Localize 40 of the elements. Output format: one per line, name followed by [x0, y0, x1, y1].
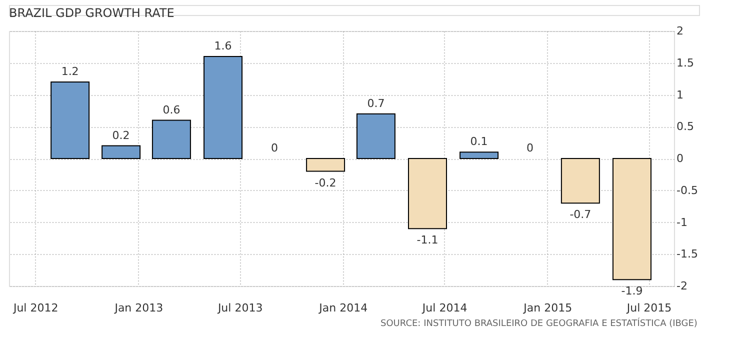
data-label: 0.6: [162, 103, 180, 116]
y-tick-label: -2: [676, 280, 688, 292]
source-note: SOURCE: INSTITUTO BRASILEIRO DE GEOGRAFIA E ESTATÍSTICA (IBGE): [380, 317, 698, 329]
bar: [356, 113, 396, 159]
bar: [560, 158, 600, 204]
bar: [306, 158, 346, 172]
x-tick-label: Jan 2014: [318, 302, 368, 314]
data-label: 0.7: [367, 96, 385, 110]
bar: [50, 82, 90, 159]
x-tick-label: Jan 2013: [114, 302, 164, 314]
x-tick-label: Jul 2015: [626, 302, 672, 314]
data-label: 1.6: [214, 40, 232, 52]
data-label: -0.2: [314, 176, 336, 190]
data-label: -1.1: [416, 234, 438, 247]
data-label: -0.7: [570, 208, 592, 222]
y-tick-label: -0.5: [676, 184, 698, 197]
data-label: 1.2: [61, 65, 79, 78]
data-label: 0: [526, 142, 534, 154]
bar: [612, 158, 652, 280]
bar: [204, 56, 243, 159]
y-tick-label: 0: [676, 152, 684, 165]
y-tick-label: 0.5: [676, 120, 694, 134]
bar: [152, 120, 191, 159]
data-label: 0: [271, 142, 278, 154]
chart-title: BRAZIL GDP GROWTH RATE: [9, 6, 174, 20]
x-tick-label: Jul 2013: [216, 302, 263, 314]
y-tick-label: -1: [676, 216, 688, 229]
y-tick-label: -1.5: [676, 248, 698, 261]
data-label: 0.1: [470, 135, 488, 148]
data-label: 0.2: [112, 128, 130, 142]
x-tick-label: Jul 2014: [421, 302, 468, 314]
y-tick-label: 1.5: [676, 56, 694, 70]
bar: [460, 152, 499, 159]
x-tick-label: Jan 2015: [522, 302, 572, 314]
x-tick-label: Jul 2012: [12, 302, 58, 314]
bar: [102, 145, 141, 159]
y-tick-label: 2: [676, 24, 684, 38]
bar: [408, 158, 447, 230]
data-label: -1.9: [621, 284, 643, 298]
y-tick-label: 1: [676, 88, 684, 102]
